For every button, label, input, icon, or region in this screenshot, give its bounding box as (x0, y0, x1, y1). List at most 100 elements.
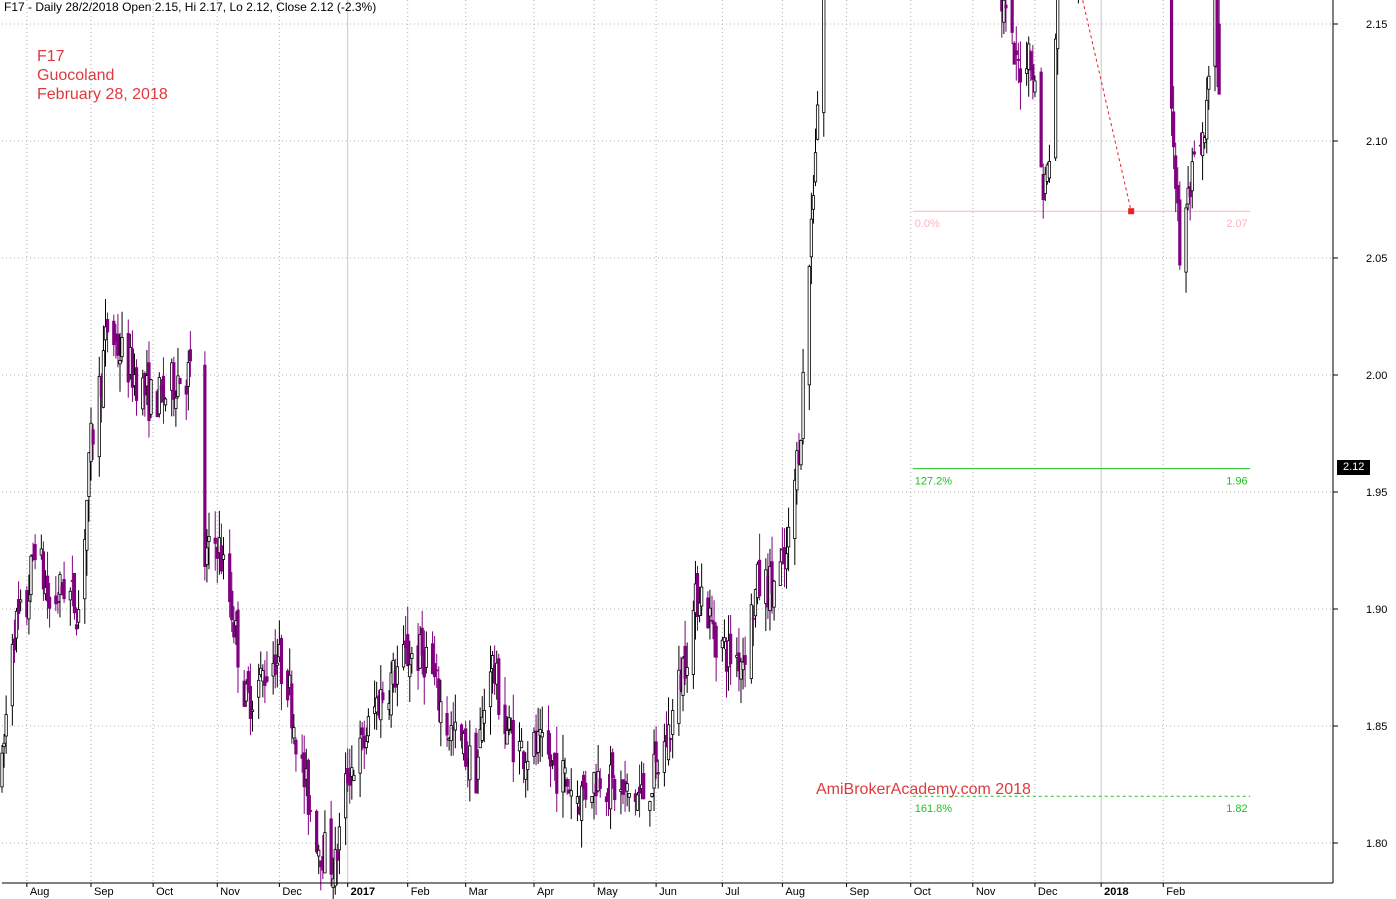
candle-body (778, 561, 782, 586)
candle (350, 745, 354, 800)
candle-body (335, 850, 339, 861)
candle (14, 607, 19, 653)
candle-body (809, 218, 813, 258)
candle-body (1039, 71, 1043, 168)
candle (801, 348, 805, 445)
candle (611, 748, 615, 789)
candle (1077, 0, 1079, 4)
candle-body (27, 600, 31, 620)
candle-body (1016, 58, 1020, 61)
candle (176, 348, 180, 399)
candle-body (480, 716, 484, 741)
candle (317, 844, 321, 874)
candle-body (540, 732, 544, 738)
candle (815, 91, 820, 141)
candle-body (1010, 0, 1014, 33)
y-tick-label: 2.10 (1366, 136, 1387, 148)
candle-body (105, 319, 110, 333)
candle (116, 314, 120, 368)
candle (654, 726, 658, 780)
candle (737, 628, 741, 692)
candle-body (315, 810, 319, 853)
candle-body (722, 637, 727, 643)
candle-body (511, 719, 515, 763)
candle-body (33, 544, 37, 561)
candle-body (0, 752, 4, 788)
x-tick-label: Feb (1166, 886, 1185, 898)
candle-body (1047, 160, 1052, 179)
candle-body (758, 559, 762, 597)
candle (257, 663, 261, 720)
candle-body (348, 772, 352, 786)
candle-body (555, 752, 559, 794)
candle (807, 264, 811, 411)
y-tick-label: 2.00 (1366, 370, 1387, 382)
candle-body (1004, 4, 1008, 9)
candle-body (112, 320, 116, 346)
candle-body (178, 377, 182, 385)
x-tick-label: Aug (785, 886, 805, 898)
candle-body (232, 622, 236, 638)
candle-body (453, 721, 457, 731)
candle-body (598, 778, 602, 789)
candle (1043, 166, 1047, 201)
fib-price-label: 1.96 (1226, 476, 1247, 488)
candle (0, 744, 4, 793)
x-tick-label: Oct (156, 886, 173, 898)
candle (722, 619, 727, 650)
candle (163, 397, 168, 412)
candle-body (505, 729, 509, 745)
candle-body (784, 553, 789, 570)
candle (579, 780, 584, 848)
candle-body (613, 778, 617, 801)
candle-body (1033, 80, 1037, 93)
candle-body (1203, 137, 1207, 144)
candle-body (801, 371, 805, 440)
candle (569, 768, 573, 820)
candle-body (91, 429, 95, 445)
candle (563, 757, 567, 793)
candle (743, 636, 747, 688)
candle (490, 650, 495, 694)
candle (178, 377, 182, 385)
candle-body (257, 679, 261, 698)
candle-body (250, 709, 255, 712)
candle-body (221, 554, 226, 560)
candle (449, 711, 453, 756)
candle-body (41, 551, 45, 590)
candle (482, 688, 486, 743)
candle (219, 523, 224, 575)
candle (420, 610, 424, 675)
candle-body (815, 104, 820, 140)
date-label: February 28, 2018 (37, 86, 168, 103)
candle (213, 511, 217, 571)
candle-body (753, 589, 758, 617)
candle (710, 595, 714, 625)
candle-body (62, 578, 66, 600)
candle-body (710, 619, 714, 622)
candle-body (1172, 111, 1176, 148)
candle (488, 645, 493, 735)
company-label: Guocoland (37, 67, 115, 84)
candle-body (662, 741, 666, 773)
candle-body (1192, 151, 1196, 155)
y-tick-label: 1.95 (1366, 487, 1387, 499)
swing-low-marker (1128, 208, 1135, 215)
candle (292, 714, 296, 745)
candle-body (410, 653, 414, 659)
fib-pct-label: 0.0% (915, 218, 940, 230)
candle (627, 792, 631, 812)
candle-body (246, 671, 250, 691)
candle-body (770, 561, 774, 594)
x-tick-label: Mar (469, 886, 488, 898)
candle-body (401, 644, 406, 668)
candle (546, 705, 551, 760)
candle (157, 372, 161, 418)
candle-body (228, 553, 232, 603)
candle (536, 707, 540, 764)
candle-body (635, 794, 640, 811)
candle (476, 749, 480, 794)
candle (604, 792, 609, 817)
candle-body (344, 773, 348, 819)
candle (172, 356, 176, 417)
